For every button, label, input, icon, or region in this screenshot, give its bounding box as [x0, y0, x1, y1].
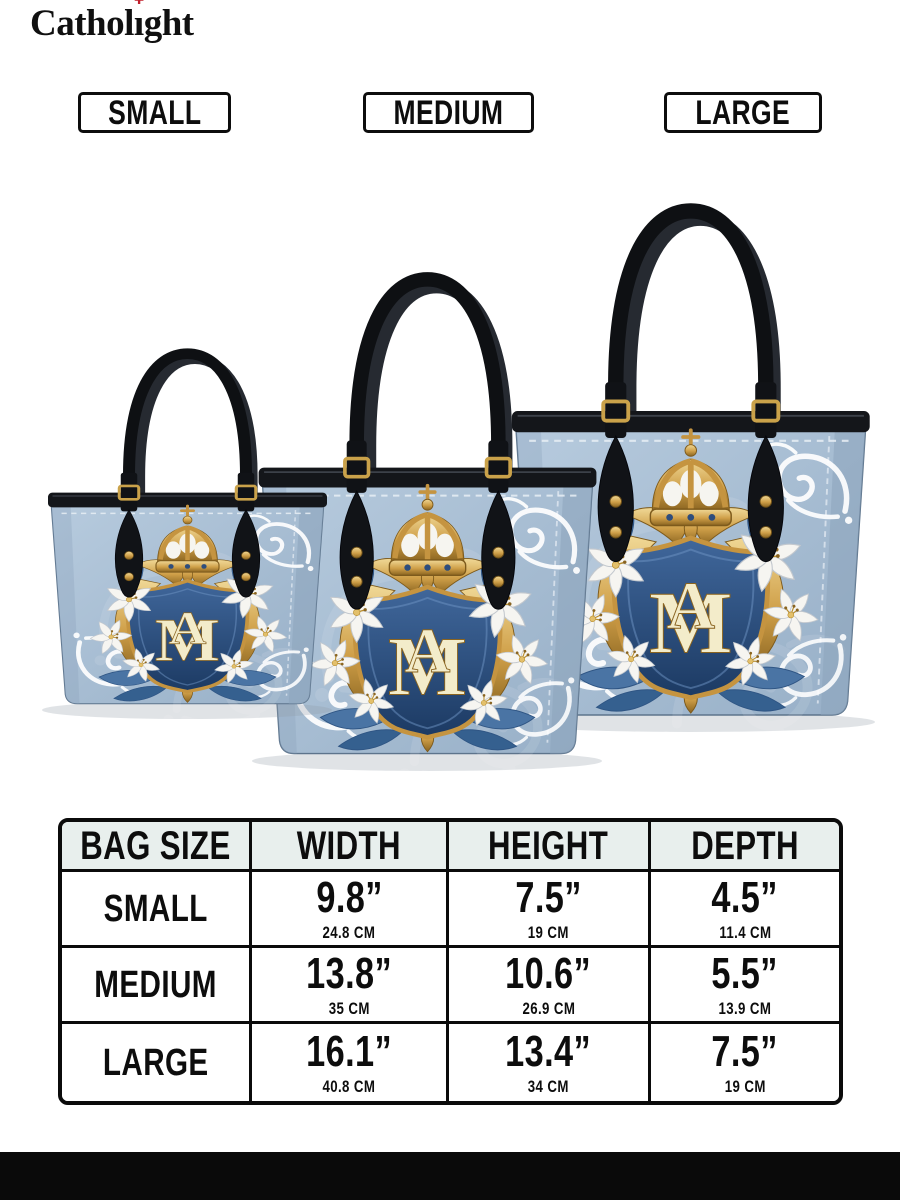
size-table: BAG SIZE WIDTH HEIGHT DEPTH SMALL 9.8” 2…: [58, 818, 843, 1105]
table-cell-large-width: 16.1” 40.8 CM: [252, 1024, 449, 1101]
table-row-small-label: SMALL: [62, 872, 253, 948]
table-cell-large-height: 13.4” 34 CM: [448, 1024, 651, 1101]
brand-logo-post: ght: [143, 3, 194, 44]
table-cell-medium-height: 10.6” 26.9 CM: [448, 948, 651, 1024]
table-cell-large-depth: 7.5” 19 CM: [650, 1024, 839, 1101]
brand-logo: Catholı ✚ ght: [30, 0, 194, 45]
size-chip-small-label: SMALL: [107, 93, 202, 132]
bags-illustration: M A: [42, 150, 900, 810]
cross-accent-icon: ✚: [134, 0, 144, 7]
size-table-header-depth: DEPTH: [650, 822, 839, 872]
size-table-header-width: WIDTH: [252, 822, 449, 872]
table-row-medium-label: MEDIUM: [62, 948, 253, 1024]
size-chip-large: LARGE: [664, 92, 822, 133]
table-cell-medium-width: 13.8” 35 CM: [252, 948, 449, 1024]
table-cell-small-depth: 4.5” 11.4 CM: [650, 872, 839, 948]
footer-bar: [0, 1152, 900, 1200]
table-cell-medium-depth: 5.5” 13.9 CM: [650, 948, 839, 1024]
size-chip-medium: MEDIUM: [363, 92, 534, 133]
size-chip-small: SMALL: [78, 92, 231, 133]
table-cell-small-width: 9.8” 24.8 CM: [252, 872, 449, 948]
size-table-header-bag-size: BAG SIZE: [62, 822, 253, 872]
table-row-large-label: LARGE: [62, 1024, 253, 1101]
brand-logo-pre: Cathol: [30, 3, 134, 44]
size-chip-large-label: LARGE: [695, 93, 791, 132]
table-cell-small-height: 7.5” 19 CM: [448, 872, 651, 948]
size-chip-medium-label: MEDIUM: [393, 93, 504, 132]
bag-small: [48, 354, 327, 750]
size-table-header-height: HEIGHT: [448, 822, 651, 872]
brand-logo-i: ı ✚: [134, 0, 144, 45]
